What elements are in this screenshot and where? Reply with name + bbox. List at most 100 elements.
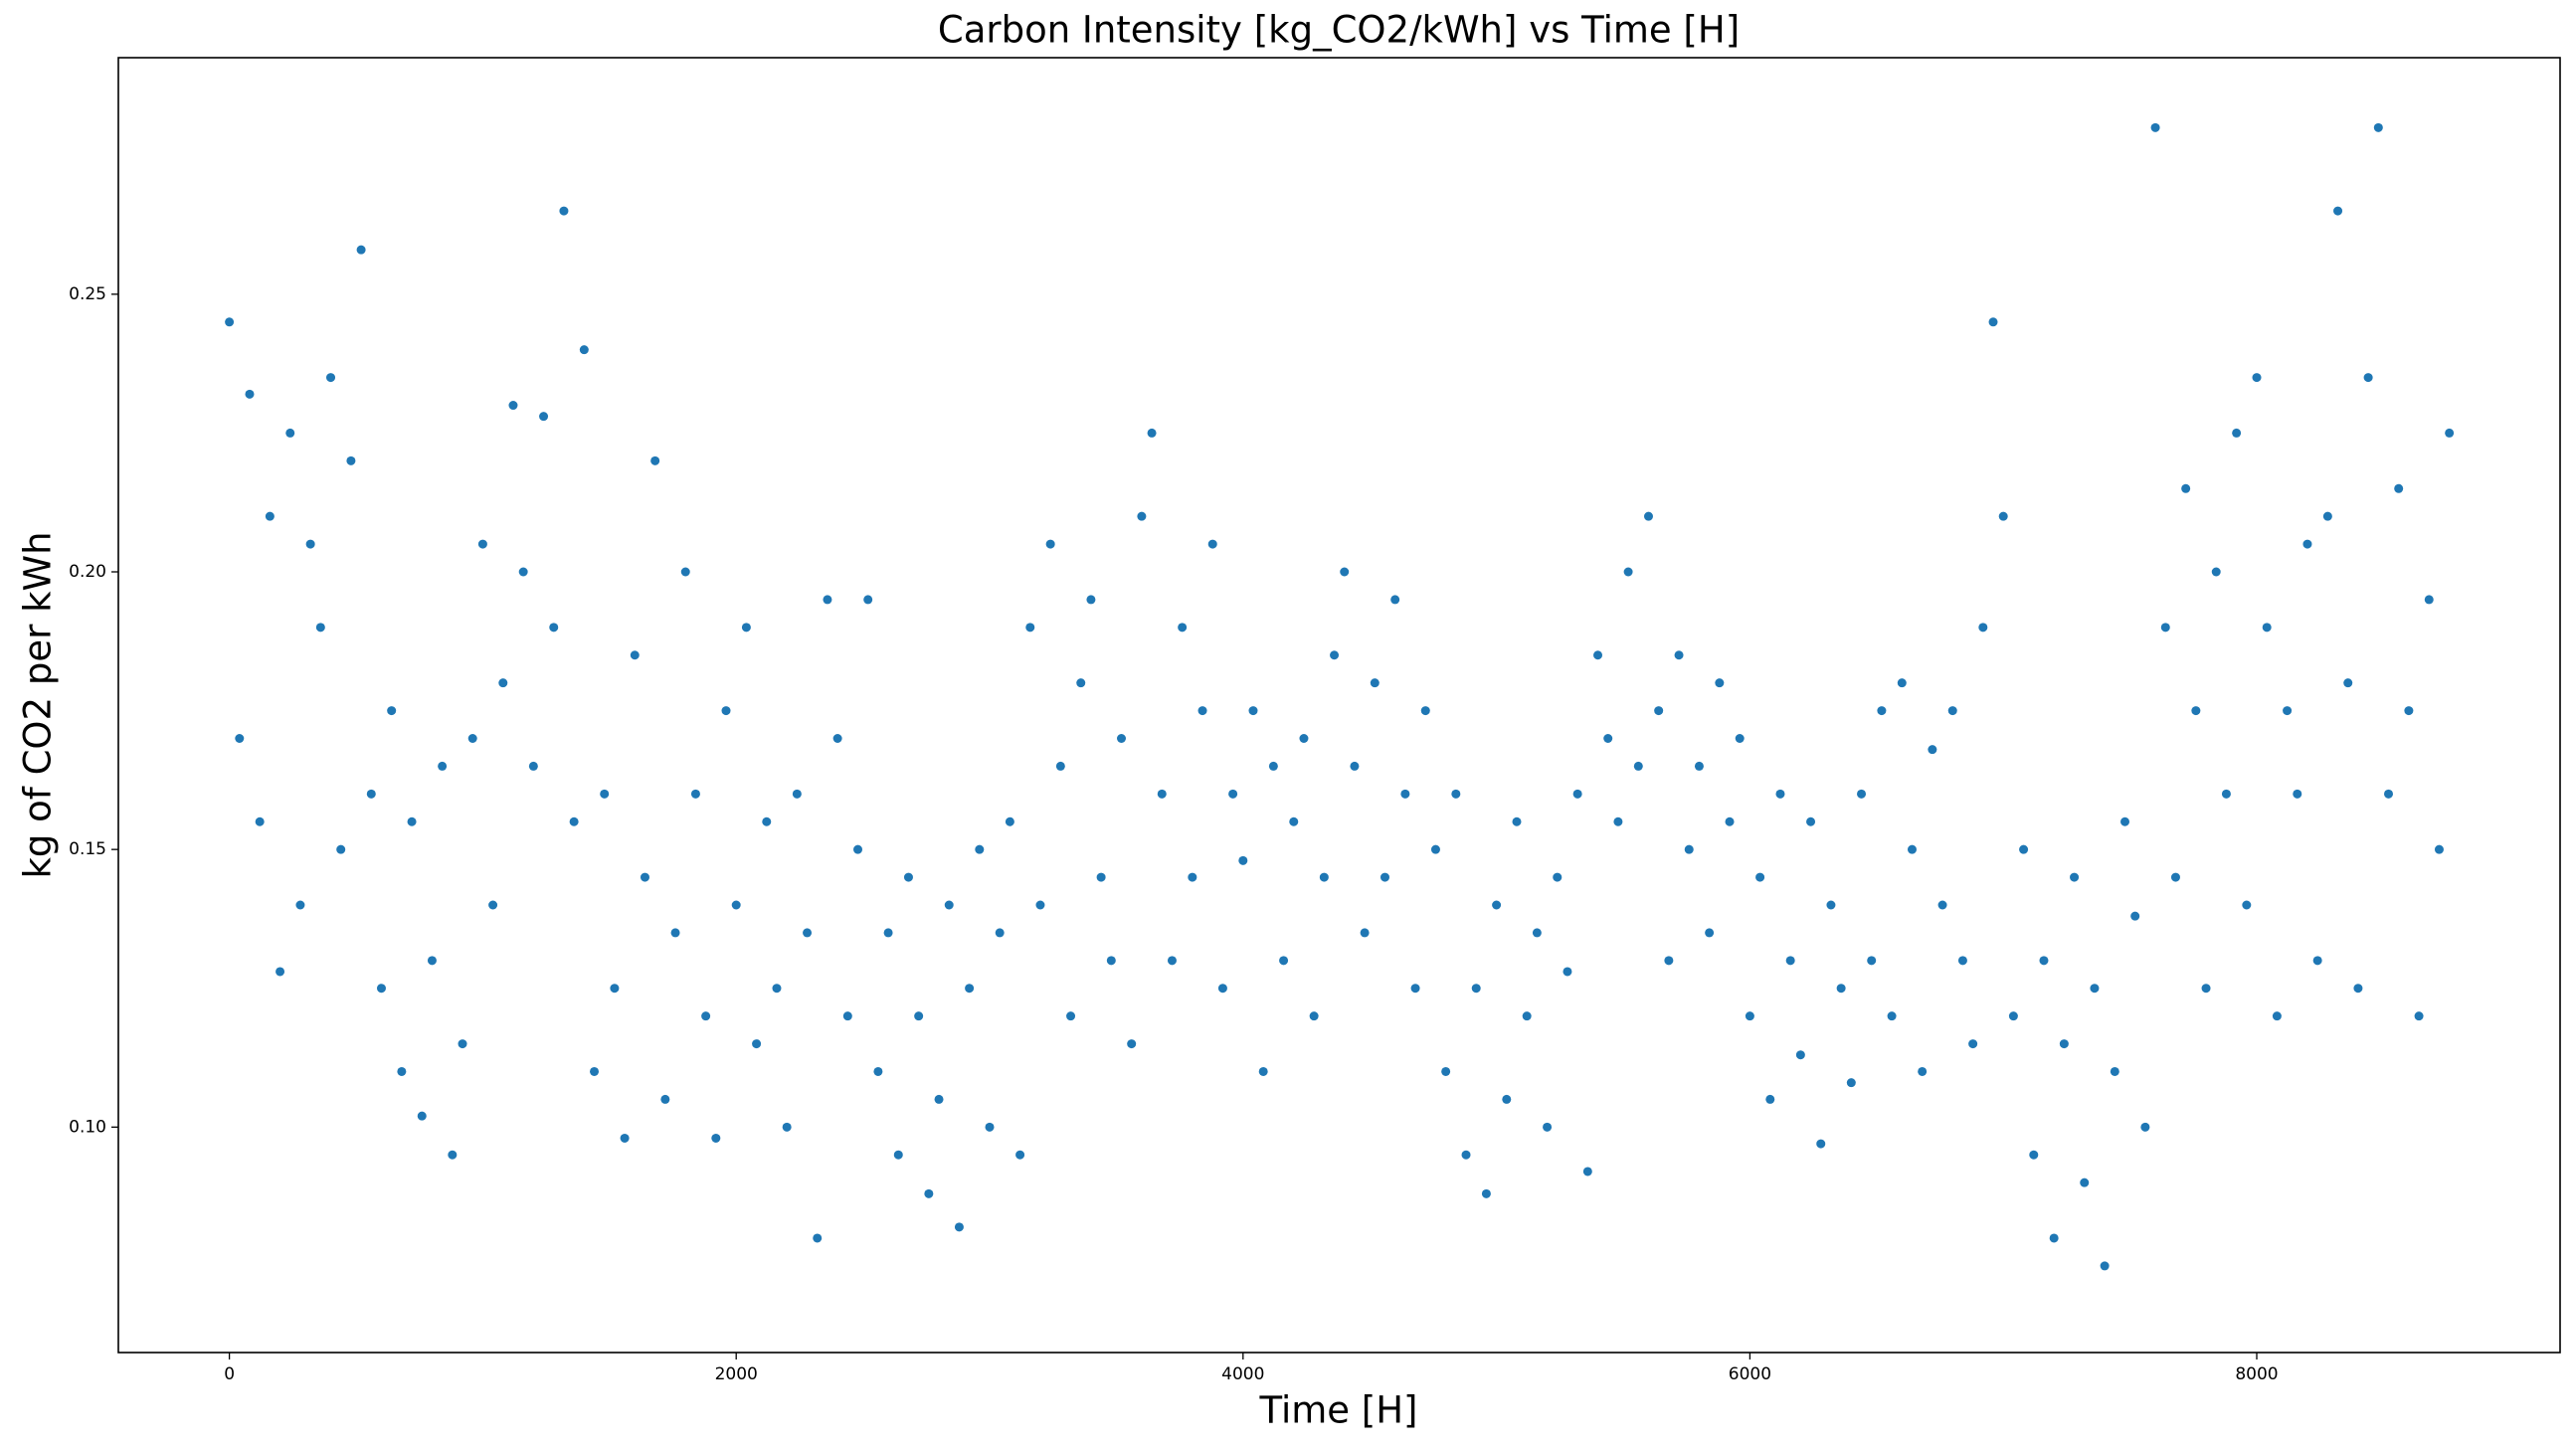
scatter-point <box>1178 623 1188 633</box>
scatter-point <box>1106 956 1116 966</box>
scatter-point <box>1015 1150 1025 1160</box>
scatter-point <box>1279 956 1289 966</box>
scatter-point <box>559 206 569 216</box>
chart-title: Carbon Intensity [kg_CO2/kWh] vs Time [H… <box>938 9 1740 52</box>
scatter-point <box>731 900 741 910</box>
scatter-point <box>701 1011 711 1021</box>
scatter-point <box>1340 567 1350 577</box>
scatter-point <box>1268 761 1278 771</box>
scatter-point <box>903 872 913 882</box>
scatter-point <box>853 844 863 854</box>
scatter-point <box>1988 317 1998 327</box>
scatter-point <box>600 789 610 799</box>
scatter-point <box>1846 1078 1856 1088</box>
scatter-point <box>1207 539 1217 549</box>
scatter-point <box>620 1133 630 1143</box>
scatter-point <box>2414 1011 2424 1021</box>
scatter-point <box>2049 1233 2059 1243</box>
scatter-point <box>1420 706 1430 716</box>
scatter-point <box>245 389 255 399</box>
scatter-point <box>2333 206 2343 216</box>
scatter-point <box>1836 984 1846 994</box>
scatter-point <box>813 1233 823 1243</box>
scatter-point <box>1877 706 1887 716</box>
scatter-point <box>1461 1150 1471 1160</box>
scatter-point <box>356 245 366 255</box>
scatter-point <box>1633 761 1643 771</box>
scatter-point <box>1907 844 1917 854</box>
scatter-point <box>670 928 680 938</box>
scatter-point <box>315 623 325 633</box>
scatter-point <box>326 373 336 383</box>
scatter-point <box>2070 872 2080 882</box>
scatter-point <box>2191 706 2201 716</box>
scatter-point <box>873 1066 883 1076</box>
scatter-point <box>1441 1066 1451 1076</box>
scatter-point <box>2201 984 2211 994</box>
scatter-point <box>792 789 802 799</box>
scatter-point <box>549 623 559 633</box>
plot-area <box>225 122 2455 1271</box>
scatter-point <box>1543 1122 1553 1132</box>
scatter-point <box>1035 900 1045 910</box>
scatter-point <box>944 900 954 910</box>
scatter-point <box>2140 1122 2150 1132</box>
scatter-point <box>1299 733 1309 743</box>
scatter-point <box>2019 844 2029 854</box>
scatter-point <box>1957 956 1967 966</box>
scatter-point <box>954 1222 964 1232</box>
scatter-point <box>1330 650 1340 660</box>
scatter-point <box>1319 872 1329 882</box>
scatter-point <box>2424 595 2434 605</box>
scatter-point <box>975 844 985 854</box>
scatter-point <box>1228 789 1238 799</box>
scatter-point <box>225 317 235 327</box>
scatter-point <box>1593 650 1603 660</box>
scatter-point <box>569 816 579 826</box>
scatter-point <box>630 650 640 660</box>
scatter-point <box>1512 816 1522 826</box>
scatter-point <box>488 900 498 910</box>
scatter-point <box>1785 956 1795 966</box>
scatter-point <box>438 761 448 771</box>
scatter-point <box>366 789 376 799</box>
y-tick-label: 0.10 <box>69 1117 106 1137</box>
scatter-point <box>1887 1011 1897 1021</box>
scatter-point <box>518 567 528 577</box>
scatter-point <box>690 789 700 799</box>
scatter-point <box>467 733 477 743</box>
scatter-point <box>2293 789 2302 799</box>
scatter-point <box>1360 928 1370 938</box>
scatter-point <box>579 345 589 355</box>
scatter-point <box>1582 1167 1592 1177</box>
y-tick-label: 0.15 <box>69 839 106 859</box>
scatter-point <box>2302 539 2312 549</box>
scatter-point <box>2100 1261 2110 1271</box>
scatter-point <box>1096 872 1106 882</box>
scatter-point <box>1197 706 1207 716</box>
scatter-point <box>397 1066 407 1076</box>
scatter-point <box>1715 678 1725 688</box>
scatter-point <box>610 984 620 994</box>
scatter-point <box>336 844 346 854</box>
scatter-point <box>1816 1139 1826 1149</box>
scatter-point <box>1613 816 1623 826</box>
x-tick-label: 2000 <box>715 1364 758 1384</box>
x-tick-label: 0 <box>224 1364 235 1384</box>
scatter-point <box>265 511 275 521</box>
scatter-point <box>1147 428 1157 438</box>
scatter-point <box>1643 511 1653 521</box>
scatter-point <box>924 1188 934 1198</box>
scatter-point <box>1238 855 1248 865</box>
scatter-point <box>2434 844 2444 854</box>
scatter-point <box>650 455 660 465</box>
x-tick-label: 8000 <box>2235 1364 2278 1384</box>
scatter-point <box>1116 733 1126 743</box>
scatter-point <box>883 928 893 938</box>
scatter-point <box>2090 984 2100 994</box>
scatter-point <box>1400 789 1410 799</box>
scatter-point <box>1350 761 1360 771</box>
scatter-point <box>985 1122 995 1132</box>
scatter-point <box>803 928 813 938</box>
scatter-point <box>1795 1050 1805 1060</box>
